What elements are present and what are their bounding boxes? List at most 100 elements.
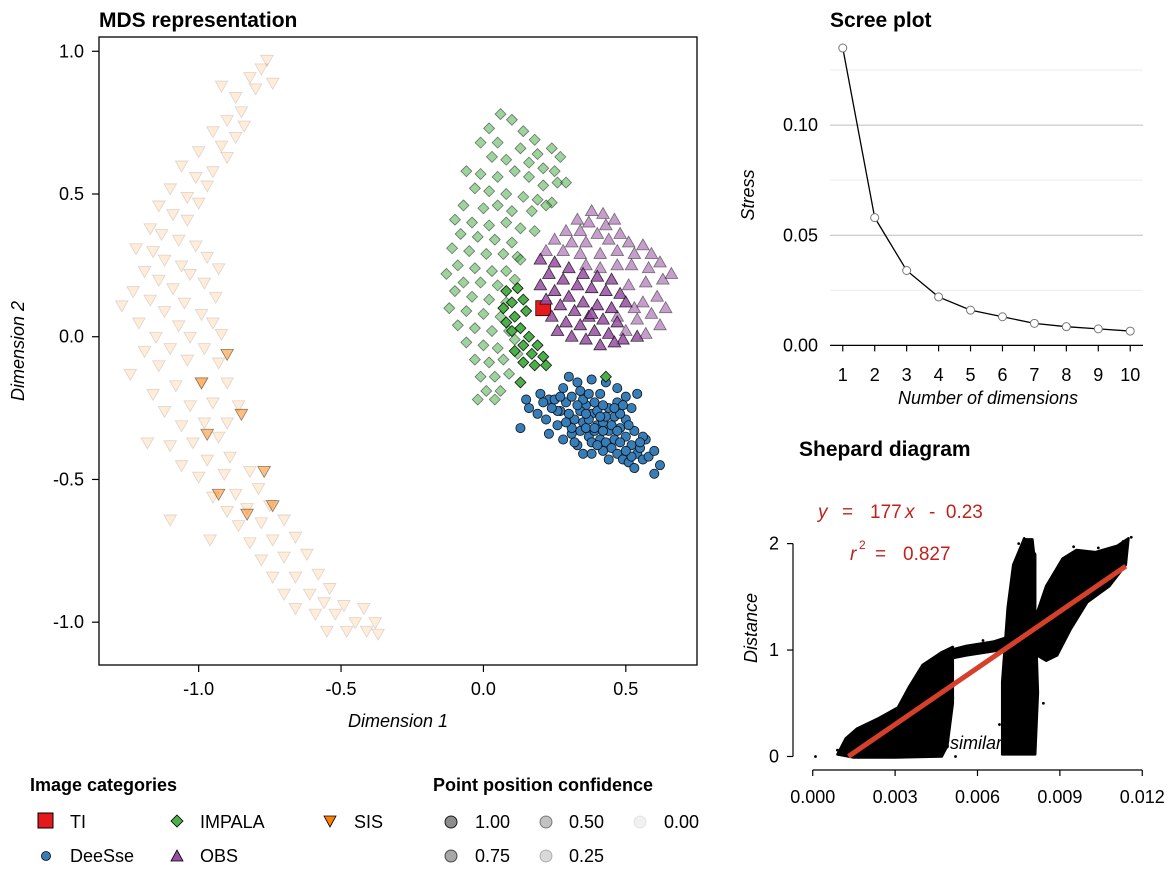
sis-point [265,500,280,513]
sis-point [322,583,337,596]
scree-x-tick-label: 2 [870,365,880,385]
confidence-item-1-00: 1.00 [444,812,510,832]
sis-point [197,343,212,356]
impala-point [480,247,493,261]
shepard-x-tick-label: 0.003 [873,787,918,807]
sis-point [220,151,235,165]
sis-point [348,617,363,630]
equation-equals: = [842,502,853,523]
scree-title: Scree plot [830,9,932,32]
deesse-point [595,411,606,422]
impala-point [551,176,564,189]
equation-slope: 177 [870,502,902,523]
impala-point [491,170,504,183]
sis-point [254,63,269,76]
impala-point [540,359,553,372]
scree-y-tick-label: 0.10 [783,115,818,135]
sis-point [180,191,195,205]
obs-point [641,260,656,274]
deesse-point [629,463,640,474]
impala-point [511,282,524,295]
mds-y-tick-label: 0.0 [59,327,84,347]
impala-point [514,222,527,235]
scree-point [902,265,912,275]
r-squared-equals: = [875,544,886,565]
obs-point [570,212,585,225]
deesse-point [543,428,554,439]
sis-point [183,269,198,282]
impala-point [517,339,530,352]
impala-point [500,265,513,278]
legend-marker-obs [170,849,184,862]
mds-y-tick-label: 1.0 [59,41,84,61]
impala-point [500,284,513,298]
impala-point [500,216,513,229]
shepard-y-axis: 0 1 2 [769,534,794,766]
sis-point [211,431,226,444]
confidence-marker-0-50 [539,815,553,829]
obs-point [576,266,591,279]
sis-point [220,348,235,362]
obs-point [573,246,588,259]
sis-point [200,454,215,467]
impala-point [500,153,513,166]
sis-point [174,420,189,433]
sis-point [166,209,181,222]
sis-point [197,277,212,290]
deesse-point [532,408,543,419]
sis-point [319,625,334,639]
sis-point [129,243,144,256]
obs-point [604,272,619,285]
obs-point [559,223,574,237]
scree-point [870,213,880,223]
mds-x-tick-label: -0.5 [326,679,357,699]
deesse-point [558,434,569,445]
sis-point [126,286,141,299]
obs-point [613,286,628,299]
sis-point [222,451,237,464]
impala-point [460,165,473,178]
impala-point [528,225,541,238]
sis-point [208,291,223,305]
confidence-label-0-00: 0.00 [664,812,699,832]
shepard-outlier-point [841,744,845,748]
impala-point [474,136,487,149]
sis-point [131,317,146,330]
impala-point [460,336,473,349]
sis-point [316,597,331,610]
legend-label-impala: IMPALA [200,812,265,832]
shepard-outlier-point [1036,638,1040,641]
scree-point [1029,318,1039,328]
obs-point [564,329,579,342]
legend-label-obs: OBS [200,846,238,866]
mds-y-axis: -1.0 -0.5 0.0 0.5 1.0 [53,41,99,632]
impala-point [483,293,496,306]
mds-plot-frame [98,36,698,666]
confidence-item-0-50: 0.50 [539,812,604,832]
deesse-point [598,400,609,411]
shepard-outlier-point [1129,535,1133,539]
impala-point [559,176,573,189]
shepard-y-label: Distance [741,593,761,663]
shepard-outlier-point [951,696,955,700]
impala-point [517,190,530,203]
impala-point [460,304,473,318]
legend-item-deesse: DeeSse [41,846,134,866]
regression-line-path [847,564,1128,759]
equation-x: x [904,502,916,523]
deesse-point [589,423,600,434]
deesse-point [552,420,563,431]
sis-point [234,106,249,119]
sis-point [231,400,246,413]
impala-point [531,147,544,161]
obs-point [635,238,650,251]
impala-point [485,150,499,163]
legend-marker-sis [323,815,337,828]
sis-point [302,588,317,601]
deesse-point [635,437,646,448]
impala-point [522,170,536,183]
obs-point [664,266,679,279]
deesse-point [586,374,597,385]
confidence-marker-0-00 [633,815,647,829]
obs-point [581,215,596,228]
